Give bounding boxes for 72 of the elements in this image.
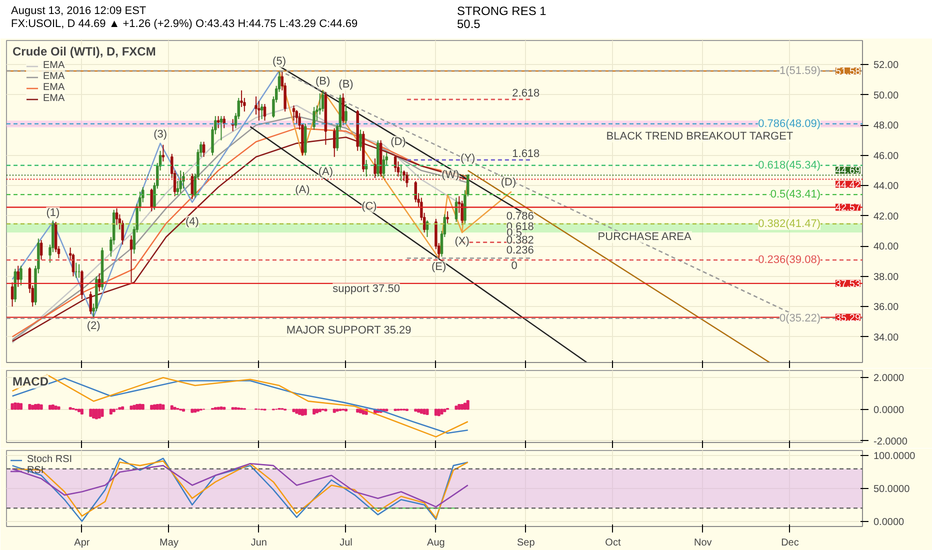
ref-line-label: 0.618(45.34) [758, 159, 821, 172]
annotation: 0.786 [506, 210, 534, 222]
chart-title: MACD [12, 374, 49, 388]
annotation: (B) [338, 78, 354, 90]
annotation: (B) [315, 75, 330, 88]
x-tick-label: Apr [74, 538, 90, 548]
x-tick-label: Sep [517, 538, 536, 548]
ref-line-label: 0.382(41.47) [758, 218, 821, 230]
chart-subtitle: FX:USOIL, D 44.69 ▲ +1.26 (+2.9%) O:43.43 H:44.75 L:43.29 C:44.69 [11, 18, 358, 30]
annotation: PURCHASE AREA [598, 230, 692, 243]
y-tick-label: 42.00 [874, 211, 899, 222]
legend-label: Stoch RSI [27, 454, 72, 465]
annotation: (W) [442, 169, 460, 182]
x-tick-label: Jun [250, 538, 268, 548]
annotation: (1) [46, 206, 60, 219]
text: 50.5 [457, 17, 480, 31]
text: STRONG RES 1 [457, 4, 546, 18]
ref-line-label: 44.69 [835, 166, 861, 177]
y-tick-label: 40.00 [874, 242, 899, 253]
annotation: (5) [272, 56, 286, 68]
y-tick-label: 34.00 [874, 332, 899, 344]
y-tick-label: 46.00 [874, 150, 899, 162]
y-tick-label: -2.0000 [874, 436, 908, 448]
annotation: (D) [390, 136, 406, 148]
annotation: (D) [500, 176, 516, 189]
ref-line-label: 0.5(43.41) [770, 188, 821, 201]
annotation: (2) [86, 320, 100, 332]
y-tick-label: 100.0000 [874, 451, 916, 462]
annotation: (C) [362, 200, 377, 213]
ref-line-label: 0.236(39.08) [758, 254, 821, 266]
legend-label: EMA [43, 93, 65, 104]
annotation: 0 [511, 260, 518, 272]
y-tick-label: 48.00 [874, 120, 899, 132]
x-tick-label: Jul [340, 538, 352, 548]
ref-line-label: 35.29 [835, 312, 861, 324]
y-tick-label: 2.0000 [874, 373, 905, 384]
y-tick-label: 44.00 [874, 181, 899, 192]
annotation: 0.236 [506, 244, 534, 256]
legend-label: EMA [43, 71, 65, 82]
annotation: (4) [185, 216, 199, 228]
annotation: (A) [295, 184, 310, 196]
y-tick-label: 0.0000 [874, 404, 905, 416]
ref-line-label: 42.57 [835, 202, 861, 214]
annotation: (3) [154, 128, 168, 140]
annotation: (X) [454, 235, 470, 248]
annotation: (Y) [460, 152, 476, 164]
chart-title: Crude Oil (WTI), D, FXCM [12, 44, 156, 58]
y-tick-label: 52.00 [874, 60, 899, 72]
x-tick-label: Nov [694, 538, 712, 548]
annotation: 2.618 [512, 87, 540, 100]
y-tick-label: 50.00 [874, 90, 899, 102]
annotation: 1.618 [512, 148, 540, 160]
y-tick-label: 36.00 [874, 302, 899, 314]
y-tick-label: 38.00 [874, 272, 899, 283]
ref-line-label: 44.42 [835, 180, 861, 191]
annotation: MAJOR SUPPORT 35.29 [286, 324, 412, 337]
x-tick-label: Oct [605, 538, 621, 548]
ref-line-label: 1(51.59) [780, 64, 821, 77]
y-tick-label: 50.0000 [874, 484, 910, 495]
annotation: support 37.50 [332, 283, 400, 296]
annotation: (E) [432, 261, 446, 274]
x-tick-label: Dec [781, 538, 799, 548]
annotation: (A) [318, 166, 334, 178]
legend-label: EMA [43, 60, 65, 71]
x-tick-label: May [160, 538, 178, 548]
y-tick-label: 0.0000 [874, 516, 905, 528]
x-tick-label: Aug [427, 538, 445, 548]
ref-line-label: 0.786(48.09) [758, 118, 821, 130]
ref-line-label: 0(35.22) [780, 312, 821, 324]
text: August 13, 2016 12:09 EST [11, 5, 146, 17]
annotation: BLACK TREND BREAKOUT TARGET [606, 130, 794, 142]
legend-label: EMA [43, 82, 65, 93]
